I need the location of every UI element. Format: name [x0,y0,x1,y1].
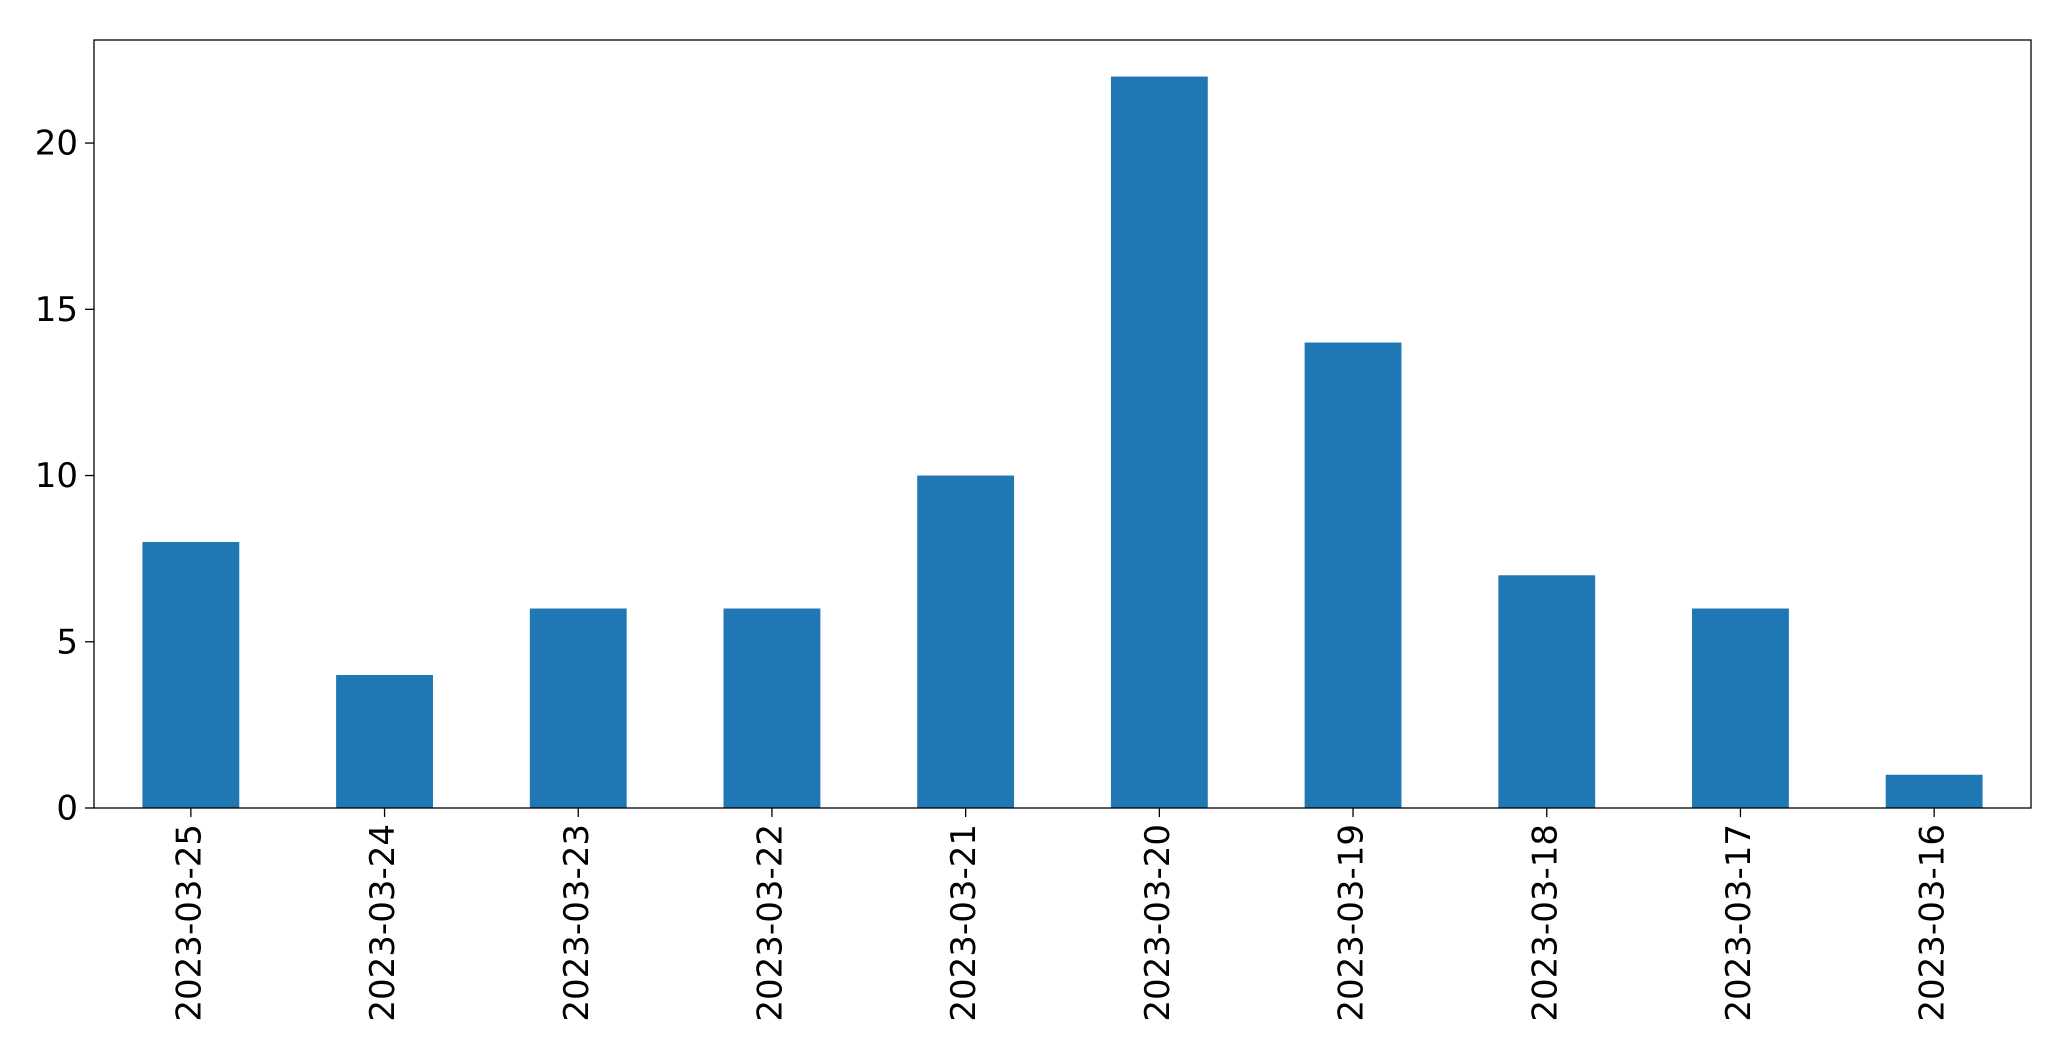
y-tick-label: 20 [35,124,78,164]
bar [723,608,821,808]
bar [1692,608,1789,808]
bar [142,542,240,808]
y-tick-label: 10 [35,456,78,496]
bar [529,608,627,808]
y-tick-label: 5 [56,622,78,662]
y-tick-label: 0 [56,789,78,829]
x-tick-label: 2023-03-17 [1719,824,1759,1022]
x-tick-label: 2023-03-23 [557,824,597,1022]
x-tick-label: 2023-03-18 [1525,824,1565,1022]
bar [1110,76,1208,809]
x-tick-label: 2023-03-22 [750,824,790,1022]
bar [1885,774,1983,808]
plot-frame [93,39,2032,809]
x-tick-label: 2023-03-25 [169,824,209,1022]
x-tick-label: 2023-03-16 [1913,824,1953,1022]
bar [1304,342,1402,808]
x-tick-label: 2023-03-19 [1332,824,1372,1022]
x-tick-label: 2023-03-21 [944,824,984,1022]
y-tick-label: 15 [35,290,78,330]
x-tick-label: 2023-03-24 [363,824,403,1022]
bar [1498,575,1596,808]
bar [336,675,433,808]
bar [917,475,1015,808]
x-tick-label: 2023-03-20 [1138,824,1178,1022]
